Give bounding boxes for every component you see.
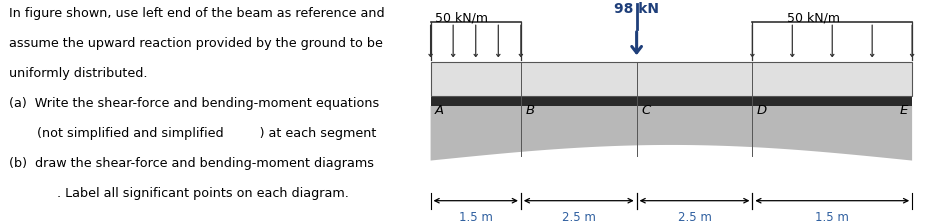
- Text: 50 kN/m: 50 kN/m: [434, 11, 488, 24]
- Text: 98 kN: 98 kN: [614, 2, 659, 16]
- Text: (a)  Write the shear-force and bending-moment equations: (a) Write the shear-force and bending-mo…: [9, 97, 380, 110]
- Text: 1.5 m: 1.5 m: [815, 211, 849, 223]
- Text: C: C: [641, 104, 650, 117]
- Bar: [431, 62, 912, 96]
- Text: 50 kN/m: 50 kN/m: [786, 11, 840, 24]
- Bar: [431, 96, 912, 106]
- Text: 2.5 m: 2.5 m: [678, 211, 711, 223]
- Text: (not simplified and simplified         ) at each segment: (not simplified and simplified ) at each…: [9, 127, 377, 140]
- Text: In figure shown, use left end of the beam as reference and: In figure shown, use left end of the bea…: [9, 7, 385, 20]
- Text: A: A: [434, 104, 444, 117]
- Text: D: D: [757, 104, 768, 117]
- Text: 1.5 m: 1.5 m: [458, 211, 493, 223]
- Text: B: B: [526, 104, 534, 117]
- Text: 2.5 m: 2.5 m: [562, 211, 595, 223]
- Text: assume the upward reaction provided by the ground to be: assume the upward reaction provided by t…: [9, 37, 383, 50]
- Text: (b)  draw the shear-force and bending-moment diagrams: (b) draw the shear-force and bending-mom…: [9, 157, 374, 170]
- Text: E: E: [900, 104, 908, 117]
- Text: uniformly distributed.: uniformly distributed.: [9, 67, 148, 80]
- Text: . Label all significant points on each diagram.: . Label all significant points on each d…: [9, 187, 349, 200]
- Polygon shape: [431, 106, 912, 161]
